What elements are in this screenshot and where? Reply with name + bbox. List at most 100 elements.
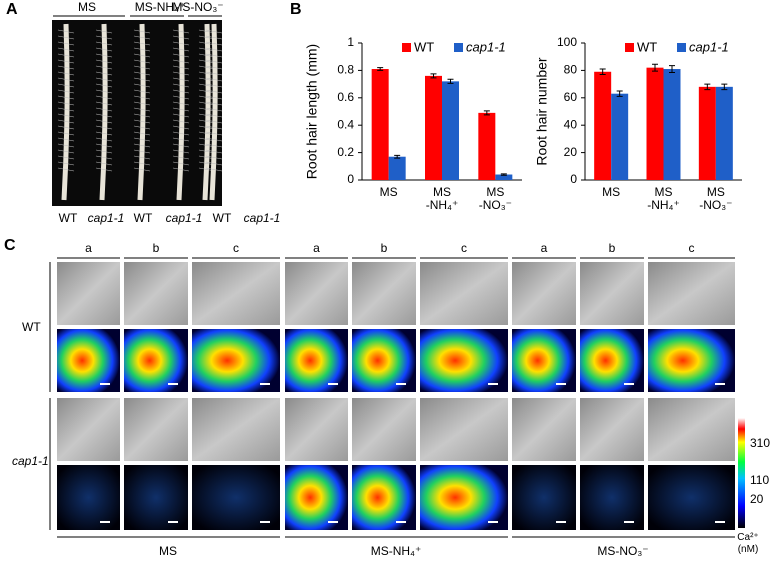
y-tick-label: 0 — [570, 172, 577, 186]
error-bar — [669, 65, 675, 73]
root-hair — [95, 149, 113, 154]
micrograph — [352, 398, 416, 461]
error-bar — [394, 154, 401, 159]
root-hair — [133, 155, 151, 160]
root-hair — [95, 89, 113, 94]
error-bar — [430, 73, 437, 79]
root-hair — [57, 155, 75, 160]
y-tick-label: 0.2 — [337, 145, 354, 159]
root — [202, 23, 211, 201]
x-tick-label: MS — [379, 185, 398, 199]
micrograph — [124, 465, 188, 530]
root-hair — [198, 53, 216, 58]
root-hair — [172, 119, 190, 124]
media-label: MS — [159, 544, 177, 558]
micrograph — [124, 262, 188, 325]
column-label: b — [609, 241, 616, 255]
genotype-label: WT — [134, 211, 153, 225]
root-hair — [172, 35, 190, 40]
root-hair — [57, 101, 75, 106]
column-label: a — [541, 241, 548, 255]
root-hair — [95, 29, 113, 34]
root-hair — [133, 125, 151, 130]
y-tick-label: 20 — [564, 145, 578, 159]
micrograph — [420, 329, 508, 392]
root-hair — [133, 167, 151, 172]
root-hair — [205, 95, 223, 100]
root-hair — [57, 131, 75, 136]
root-hair — [172, 65, 190, 70]
micrograph — [352, 465, 416, 530]
panel-label: C — [4, 237, 16, 254]
root-hair — [57, 71, 75, 76]
root-hair — [133, 65, 151, 70]
y-tick-label: 40 — [564, 117, 578, 131]
root-hair — [198, 83, 216, 88]
x-tick-label: MS — [602, 185, 621, 199]
root-hair — [95, 65, 113, 70]
error-bar — [721, 83, 728, 91]
genotype-label: cap1-1 — [244, 211, 281, 225]
root — [137, 23, 146, 201]
bar — [442, 81, 459, 180]
media-label: MS-NH₄⁺ — [371, 544, 422, 558]
legend-swatch — [677, 43, 686, 52]
y-tick-label: 60 — [564, 90, 578, 104]
root-hair — [205, 149, 223, 154]
root-hair — [172, 125, 190, 130]
root-hair — [57, 47, 75, 52]
root-hair — [205, 113, 223, 118]
y-tick-label: 0.8 — [337, 63, 354, 77]
genotype-label: WT — [59, 211, 78, 225]
row-label: cap1-1 — [12, 454, 49, 468]
bar — [611, 93, 629, 180]
micrograph — [648, 465, 735, 530]
root-hair — [95, 107, 113, 112]
micrograph — [580, 398, 644, 461]
root-hair — [95, 53, 113, 58]
column-label: a — [85, 241, 92, 255]
y-axis-label: Root hair length (mm) — [304, 44, 320, 179]
root-hair — [172, 71, 190, 76]
root-hair — [57, 95, 75, 100]
root-hair — [57, 119, 75, 124]
root-hair — [95, 143, 113, 148]
root-hair — [172, 59, 190, 64]
column-label: c — [461, 241, 467, 255]
root — [176, 23, 185, 201]
bar — [478, 112, 496, 180]
bar — [425, 75, 442, 180]
root-hair — [205, 59, 223, 64]
root-hair — [205, 143, 223, 148]
root-hair — [205, 41, 223, 46]
legend-swatch — [625, 43, 634, 52]
row-label: WT — [22, 320, 41, 334]
error-bar — [377, 67, 384, 71]
root-hair — [133, 53, 151, 58]
micrograph — [57, 398, 120, 461]
micrograph — [648, 329, 735, 392]
root-hair — [198, 71, 216, 76]
micrograph — [285, 465, 348, 530]
micrograph — [420, 465, 508, 530]
x-tick-label: MS -NO₃⁻ — [699, 185, 733, 212]
root-hair — [172, 113, 190, 118]
root-hair — [133, 119, 151, 124]
genotype-label: WT — [213, 211, 232, 225]
error-bar — [599, 68, 606, 76]
root-hair — [133, 59, 151, 64]
x-tick-label: MS -NH₄⁺ — [647, 185, 680, 212]
root-hair — [57, 89, 75, 94]
error-bar — [500, 173, 507, 176]
panel-label: B — [290, 1, 302, 18]
legend-label: cap1-1 — [689, 39, 729, 54]
y-tick-label: 100 — [557, 35, 577, 49]
root-hair — [57, 125, 75, 130]
micrograph — [285, 329, 348, 392]
micrograph — [420, 398, 508, 461]
root-hair — [133, 95, 151, 100]
root-hair — [205, 29, 223, 34]
error-bar — [616, 90, 623, 97]
